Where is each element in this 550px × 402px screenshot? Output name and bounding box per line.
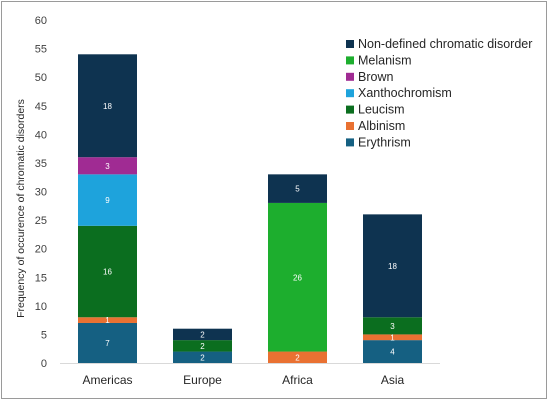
y-tick-label: 55 <box>35 44 47 56</box>
y-tick-label: 0 <box>41 358 47 370</box>
y-tick-label: 15 <box>35 272 47 284</box>
legend-label: Xanthochromism <box>358 86 452 100</box>
data-label: 26 <box>293 273 302 282</box>
legend-swatch <box>346 56 354 65</box>
data-label: 2 <box>200 342 205 351</box>
legend-swatch <box>346 40 354 48</box>
bar-segment <box>173 328 232 341</box>
y-tick-label: 25 <box>35 215 47 227</box>
y-tick-label: 60 <box>35 15 47 27</box>
bar-segment <box>363 214 422 318</box>
data-labels: 7 1 16 9 3 18 2 2 2 2 26 5 4 1 3 18 <box>103 102 397 363</box>
bar-segment <box>268 202 327 352</box>
data-label: 18 <box>103 102 112 111</box>
legend-label: Leucism <box>358 103 405 117</box>
y-axis-ticks: 0 5 10 15 20 25 30 35 40 45 50 55 60 <box>35 15 47 370</box>
bar-segment <box>363 317 422 335</box>
bar-segment <box>363 340 422 363</box>
y-tick-label: 50 <box>35 72 47 84</box>
bar-segment <box>173 351 232 363</box>
x-category-label: Asia <box>381 373 405 387</box>
legend-label: Erythrism <box>358 135 411 149</box>
bar-segment <box>78 174 137 226</box>
data-label: 7 <box>105 339 110 348</box>
x-category-label: Americas <box>82 373 132 387</box>
legend-swatch <box>346 89 354 98</box>
data-label: 5 <box>295 185 300 194</box>
bars <box>78 54 422 363</box>
bar-segment <box>78 322 137 363</box>
bar-segment <box>78 157 137 175</box>
y-tick-label: 30 <box>35 187 47 199</box>
legend-label: Non-defined chromatic disorder <box>358 37 532 51</box>
x-category-label: Africa <box>282 373 313 387</box>
data-label: 3 <box>105 162 110 171</box>
y-tick-label: 40 <box>35 129 47 141</box>
y-axis-title: Frequency of occurence of chromatic diso… <box>15 99 27 318</box>
legend: Non-defined chromatic disorder Melanism Br… <box>346 37 532 149</box>
legend-label: Melanism <box>358 53 412 67</box>
data-label: 2 <box>200 330 205 339</box>
data-label: 18 <box>388 262 397 271</box>
data-label: 16 <box>103 268 112 277</box>
data-label: 4 <box>390 348 395 357</box>
y-tick-label: 10 <box>35 301 47 313</box>
bar-segment <box>78 317 137 323</box>
legend-swatch <box>346 105 354 114</box>
data-label: 2 <box>295 353 300 362</box>
bar-segment <box>78 225 137 318</box>
y-tick-label: 45 <box>35 101 47 113</box>
legend-swatch <box>346 72 354 81</box>
x-category-label: Europe <box>183 373 222 387</box>
data-label: 3 <box>390 322 395 331</box>
data-label: 1 <box>390 333 395 342</box>
bar-segment <box>173 340 232 352</box>
legend-label: Albinism <box>358 119 405 133</box>
y-tick-label: 20 <box>35 244 47 256</box>
bar-segment <box>78 54 137 158</box>
bar-segment <box>268 174 327 203</box>
data-label: 1 <box>105 316 110 325</box>
y-tick-label: 35 <box>35 158 47 170</box>
legend-swatch <box>346 122 354 130</box>
y-tick-label: 5 <box>41 329 47 341</box>
bar-segment <box>268 351 327 363</box>
legend-swatch <box>346 138 354 147</box>
data-label: 9 <box>105 196 110 205</box>
legend-label: Brown <box>358 70 393 84</box>
bar-segment <box>363 334 422 341</box>
data-label: 2 <box>200 353 205 362</box>
x-axis-categories: Americas Europe Africa Asia <box>82 373 404 387</box>
